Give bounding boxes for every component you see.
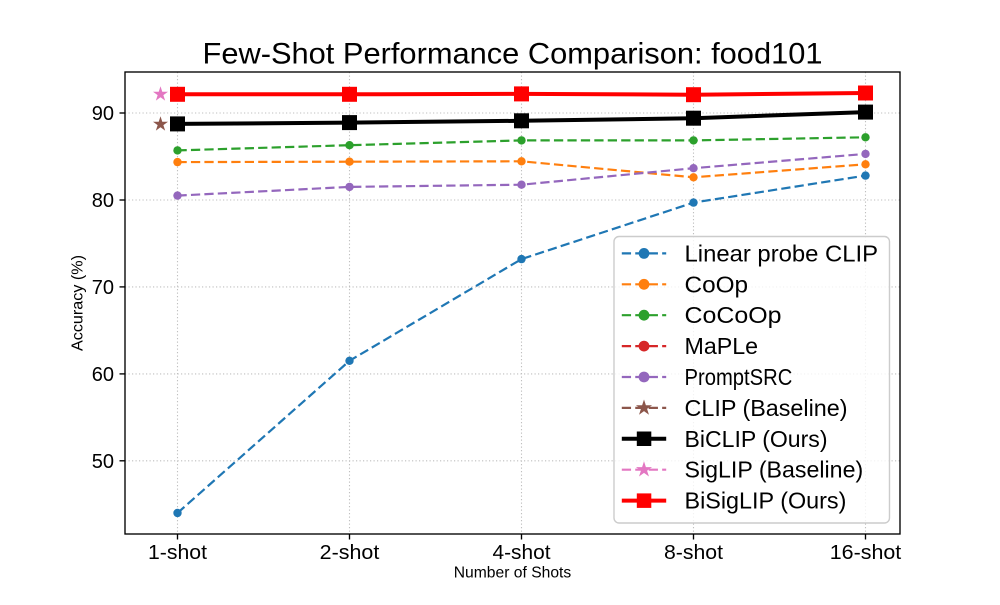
- svg-text:Few-Shot Performance Compariso: Few-Shot Performance Comparison: food101: [203, 38, 823, 71]
- svg-text:CoCoOp: CoCoOp: [685, 302, 782, 328]
- svg-text:1-shot: 1-shot: [148, 541, 207, 564]
- svg-text:4-shot: 4-shot: [493, 541, 551, 564]
- svg-text:PromptSRC: PromptSRC: [685, 364, 793, 390]
- svg-text:50: 50: [92, 450, 114, 473]
- svg-text:70: 70: [92, 276, 114, 299]
- svg-text:BiCLIP (Ours): BiCLIP (Ours): [685, 426, 828, 452]
- svg-text:16-shot: 16-shot: [830, 541, 902, 564]
- svg-text:CoOp: CoOp: [685, 271, 749, 297]
- svg-text:MaPLe: MaPLe: [685, 333, 759, 359]
- svg-text:60: 60: [92, 363, 114, 386]
- svg-text:80: 80: [92, 189, 114, 212]
- svg-text:2-shot: 2-shot: [320, 541, 380, 564]
- svg-text:CLIP (Baseline): CLIP (Baseline): [685, 395, 848, 421]
- svg-text:Accuracy (%): Accuracy (%): [70, 255, 87, 351]
- svg-text:Linear probe CLIP: Linear probe CLIP: [685, 240, 879, 266]
- svg-text:Number of Shots: Number of Shots: [454, 565, 572, 582]
- svg-text:8-shot: 8-shot: [664, 541, 723, 564]
- svg-text:BiSigLIP (Ours): BiSigLIP (Ours): [685, 488, 847, 514]
- svg-text:90: 90: [92, 102, 114, 125]
- svg-text:SigLIP (Baseline): SigLIP (Baseline): [685, 457, 864, 483]
